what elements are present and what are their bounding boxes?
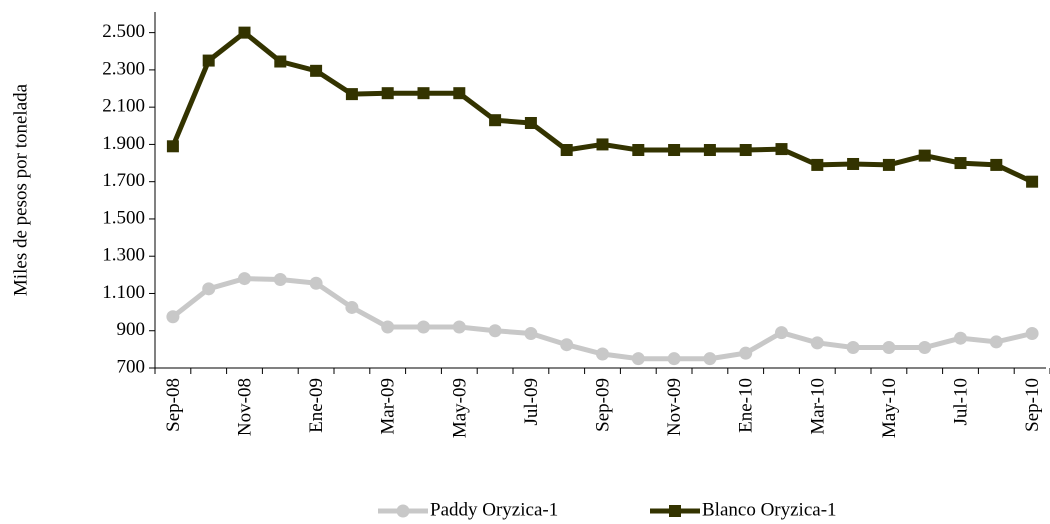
x-tick-label: May-09 <box>449 378 470 438</box>
point <box>632 144 645 157</box>
point <box>202 54 215 67</box>
y-tick-label: 1.700 <box>102 170 145 191</box>
point <box>1026 175 1039 188</box>
point <box>417 320 430 334</box>
series-line <box>171 276 1033 362</box>
x-tick-label: Mar-09 <box>378 378 399 435</box>
point <box>202 282 216 296</box>
point <box>846 341 860 355</box>
y-tick-label: 2.500 <box>102 21 145 42</box>
x-tick-label: Jul-10 <box>951 378 972 426</box>
point <box>882 341 896 355</box>
x-tick-label: Nov-08 <box>235 378 256 436</box>
point <box>703 144 716 157</box>
x-tick-label: Sep-09 <box>593 378 614 432</box>
point <box>739 144 752 157</box>
point <box>166 140 179 153</box>
point <box>452 320 466 334</box>
point <box>381 320 395 334</box>
point <box>524 327 538 341</box>
y-tick-label: 1.100 <box>102 282 145 303</box>
y-tick-label: 2.100 <box>102 96 145 117</box>
x-tick-label: Ene-09 <box>306 378 327 433</box>
point <box>990 158 1003 171</box>
point <box>954 157 967 170</box>
point <box>453 87 466 100</box>
y-axis-label: Miles de pesos por tonelada <box>10 83 31 296</box>
y-tick-label: 1.900 <box>102 133 145 154</box>
legend-label: Paddy Oryzica-1 <box>430 499 558 520</box>
point <box>847 157 860 170</box>
point <box>739 346 753 360</box>
y-tick-label: 2.300 <box>102 58 145 79</box>
point <box>381 87 394 100</box>
x-tick-label: Nov-09 <box>664 378 685 436</box>
point <box>882 158 895 171</box>
point <box>918 341 932 355</box>
point <box>417 87 430 100</box>
y-tick-label: 1.300 <box>102 245 145 266</box>
legend-label: Blanco Oryzica-1 <box>702 499 837 520</box>
point <box>310 64 323 77</box>
x-tick-label: Mar-10 <box>807 378 828 435</box>
point <box>524 116 537 129</box>
point <box>989 335 1003 349</box>
point <box>631 352 645 366</box>
point <box>1025 327 1039 341</box>
x-tick-label: Sep-08 <box>163 378 184 432</box>
point <box>166 310 180 324</box>
point <box>309 276 323 290</box>
point <box>274 55 287 68</box>
point <box>596 138 609 151</box>
point <box>560 338 574 352</box>
y-tick-label: 1.500 <box>102 207 145 228</box>
series-line <box>170 29 1034 184</box>
point <box>810 336 824 350</box>
legend-marker <box>396 504 410 518</box>
point <box>667 352 681 366</box>
point <box>560 144 573 157</box>
point <box>238 26 251 39</box>
x-tick-label: May-10 <box>879 378 900 438</box>
point <box>345 88 358 101</box>
point <box>345 300 359 314</box>
legend-marker <box>669 505 681 517</box>
y-tick-label: 900 <box>117 319 146 340</box>
point <box>954 331 967 345</box>
point <box>488 324 502 338</box>
point <box>668 144 681 157</box>
y-tick-label: 700 <box>117 356 146 377</box>
point <box>918 149 931 162</box>
point <box>273 273 287 286</box>
x-tick-label: Sep-10 <box>1022 378 1043 432</box>
point <box>811 158 824 171</box>
point <box>775 326 788 340</box>
x-tick-label: Ene-10 <box>736 378 757 433</box>
point <box>596 347 609 361</box>
point <box>775 143 788 156</box>
point <box>489 114 502 127</box>
x-tick-label: Jul-09 <box>521 378 542 426</box>
point <box>238 272 251 286</box>
point <box>703 352 717 366</box>
